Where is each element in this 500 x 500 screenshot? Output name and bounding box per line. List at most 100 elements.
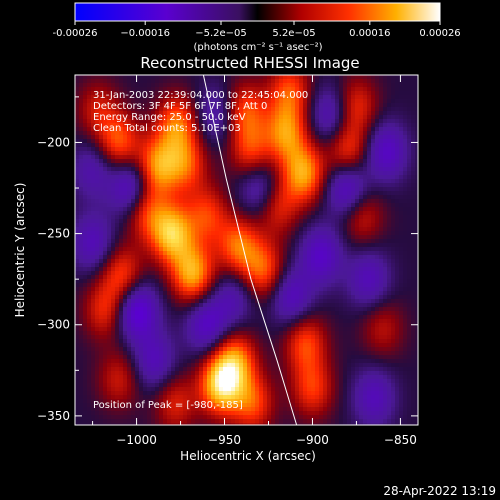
- heatmap-cell: [399, 111, 403, 115]
- heatmap-cell: [379, 171, 383, 175]
- heatmap-cell: [383, 283, 387, 287]
- heatmap-cell: [287, 99, 291, 103]
- heatmap-cell: [227, 239, 231, 243]
- heatmap-cell: [371, 171, 375, 175]
- heatmap-cell: [383, 227, 387, 231]
- heatmap-cell: [159, 191, 163, 195]
- heatmap-cell: [231, 79, 235, 83]
- heatmap-cell: [155, 103, 159, 107]
- heatmap-cell: [271, 223, 275, 227]
- heatmap-cell: [375, 103, 379, 107]
- heatmap-cell: [391, 75, 395, 79]
- heatmap-cell: [159, 239, 163, 243]
- heatmap-cell: [259, 271, 263, 275]
- heatmap-cell: [267, 191, 271, 195]
- heatmap-cell: [183, 211, 187, 215]
- heatmap-cell: [79, 211, 83, 215]
- heatmap-cell: [267, 135, 271, 139]
- heatmap-cell: [263, 271, 267, 275]
- heatmap-cell: [291, 255, 295, 259]
- heatmap-cell: [183, 79, 187, 83]
- heatmap-cell: [111, 151, 115, 155]
- heatmap-cell: [347, 135, 351, 139]
- heatmap-cell: [223, 195, 227, 199]
- heatmap-cell: [191, 75, 195, 79]
- heatmap-cell: [399, 199, 403, 203]
- heatmap-cell: [259, 243, 263, 247]
- heatmap-cell: [295, 163, 299, 167]
- heatmap-cell: [75, 83, 79, 87]
- heatmap-cell: [411, 207, 415, 211]
- heatmap-cell: [335, 75, 339, 79]
- heatmap-cell: [343, 95, 347, 99]
- heatmap-cell: [195, 99, 199, 103]
- heatmap-cell: [287, 291, 291, 295]
- heatmap-cell: [231, 95, 235, 99]
- heatmap-cell: [79, 83, 83, 87]
- heatmap-cell: [227, 275, 231, 279]
- heatmap-cell: [79, 259, 83, 263]
- heatmap-cell: [263, 207, 267, 211]
- heatmap-cell: [183, 239, 187, 243]
- heatmap-cell: [75, 207, 79, 211]
- heatmap-cell: [195, 295, 199, 299]
- heatmap-cell: [199, 135, 203, 139]
- heatmap-cell: [195, 163, 199, 167]
- heatmap-cell: [387, 87, 391, 91]
- heatmap-cell: [191, 195, 195, 199]
- heatmap-cell: [311, 75, 315, 79]
- heatmap-cell: [179, 211, 183, 215]
- heatmap-cell: [155, 287, 159, 291]
- heatmap-cell: [351, 295, 355, 299]
- heatmap-cell: [311, 247, 315, 251]
- heatmap-cell: [207, 163, 211, 167]
- heatmap-cell: [195, 131, 199, 135]
- heatmap-cell: [295, 295, 299, 299]
- heatmap-cell: [119, 187, 123, 191]
- heatmap-cell: [167, 267, 171, 271]
- heatmap-cell: [83, 119, 87, 123]
- heatmap-cell: [79, 267, 83, 271]
- heatmap-cell: [147, 283, 151, 287]
- heatmap-cell: [227, 87, 231, 91]
- heatmap-cell: [311, 107, 315, 111]
- heatmap-cell: [75, 115, 79, 119]
- heatmap-cell: [367, 115, 371, 119]
- heatmap-cell: [115, 207, 119, 211]
- heatmap-cell: [407, 287, 411, 291]
- heatmap-cell: [403, 287, 407, 291]
- heatmap-cell: [79, 119, 83, 123]
- heatmap-cell: [387, 195, 391, 199]
- heatmap-cell: [131, 175, 135, 179]
- heatmap-cell: [99, 255, 103, 259]
- heatmap-cell: [211, 83, 215, 87]
- heatmap-cell: [339, 99, 343, 103]
- heatmap-cell: [143, 295, 147, 299]
- heatmap-cell: [331, 247, 335, 251]
- heatmap-cell: [199, 239, 203, 243]
- heatmap-cell: [199, 159, 203, 163]
- heatmap-cell: [79, 243, 83, 247]
- heatmap-cell: [279, 243, 283, 247]
- heatmap-cell: [283, 175, 287, 179]
- heatmap-cell: [167, 255, 171, 259]
- heatmap-cell: [227, 299, 231, 303]
- heatmap-cell: [339, 255, 343, 259]
- heatmap-cell: [103, 247, 107, 251]
- heatmap-cell: [259, 227, 263, 231]
- heatmap-cell: [247, 171, 251, 175]
- heatmap-cell: [191, 275, 195, 279]
- heatmap-cell: [307, 235, 311, 239]
- heatmap-cell: [203, 215, 207, 219]
- heatmap-cell: [175, 75, 179, 79]
- heatmap-cell: [103, 91, 107, 95]
- heatmap-cell: [239, 127, 243, 131]
- heatmap-cell: [327, 171, 331, 175]
- heatmap-cell: [83, 179, 87, 183]
- heatmap-cell: [395, 183, 399, 187]
- heatmap-cell: [283, 119, 287, 123]
- heatmap-cell: [119, 199, 123, 203]
- heatmap-cell: [203, 75, 207, 79]
- heatmap-cell: [335, 247, 339, 251]
